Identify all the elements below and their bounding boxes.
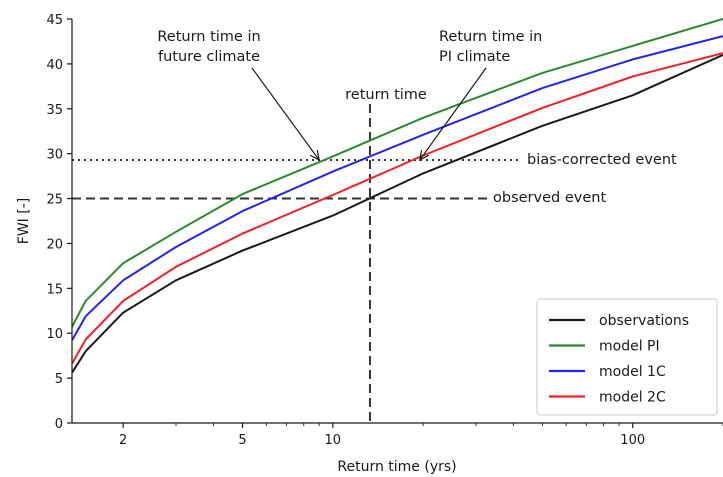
- y-tick-label: 20: [46, 237, 63, 252]
- observed-event-label: observed event: [493, 190, 606, 206]
- series-line-observations: [71, 53, 723, 374]
- reference-line-labels: bias-corrected event observed event retu…: [345, 87, 677, 206]
- x-ticks: 2 5 10 100: [119, 423, 723, 448]
- reference-lines: [72, 104, 521, 423]
- x-tick-label: 100: [620, 433, 645, 448]
- annotation-arrow: [419, 67, 487, 161]
- legend-items: observations model PI model 1C model 2C: [549, 313, 689, 406]
- y-tick-label: 5: [55, 372, 63, 387]
- x-axis-label: Return time (yrs): [337, 459, 456, 475]
- y-tick-label: 10: [46, 327, 63, 342]
- y-tick-label: 45: [46, 13, 63, 28]
- x-tick-label: 10: [325, 433, 342, 448]
- future-climate-annotation-line1: Return time in: [157, 29, 260, 45]
- annotation-arrowhead: [309, 150, 320, 162]
- series-line-model-2c: [71, 52, 723, 365]
- pi-climate-annotation-line2: PI climate: [439, 49, 510, 65]
- x-tick-label: 5: [238, 433, 246, 448]
- series-line-model-1c: [71, 35, 723, 341]
- y-tick-label: 30: [46, 148, 63, 163]
- bias-corrected-event-label: bias-corrected event: [527, 152, 677, 168]
- y-tick-label: 40: [46, 58, 63, 73]
- series-line-model-pi: [71, 18, 723, 328]
- x-tick-label: 2: [119, 433, 127, 448]
- return-time-label: return time: [345, 87, 427, 103]
- annotations: Return time in future climate Return tim…: [157, 29, 542, 162]
- legend: observations model PI model 1C model 2C: [536, 298, 718, 416]
- annotation-arrow: [251, 67, 320, 161]
- legend-box: [536, 298, 718, 416]
- y-tick-label: 25: [46, 193, 63, 208]
- y-tick-label: 15: [46, 282, 63, 297]
- y-tick-label: 0: [55, 417, 63, 432]
- series-layer: [71, 18, 723, 374]
- legend-label: model 1C: [599, 364, 666, 380]
- future-climate-annotation-line2: future climate: [158, 49, 260, 65]
- annotation-arrows: [251, 67, 487, 162]
- legend-label: model 2C: [599, 390, 666, 406]
- y-tick-label: 35: [46, 103, 63, 118]
- annotation-arrowhead: [418, 149, 429, 162]
- axes: [71, 19, 723, 424]
- pi-climate-annotation-line1: Return time in: [439, 29, 542, 45]
- y-ticks: 0 5 10 15 20 25 30 35 40 45: [46, 13, 72, 432]
- y-axis-label: FWI [-]: [16, 198, 32, 244]
- legend-label: model PI: [599, 339, 660, 355]
- legend-label: observations: [599, 313, 689, 329]
